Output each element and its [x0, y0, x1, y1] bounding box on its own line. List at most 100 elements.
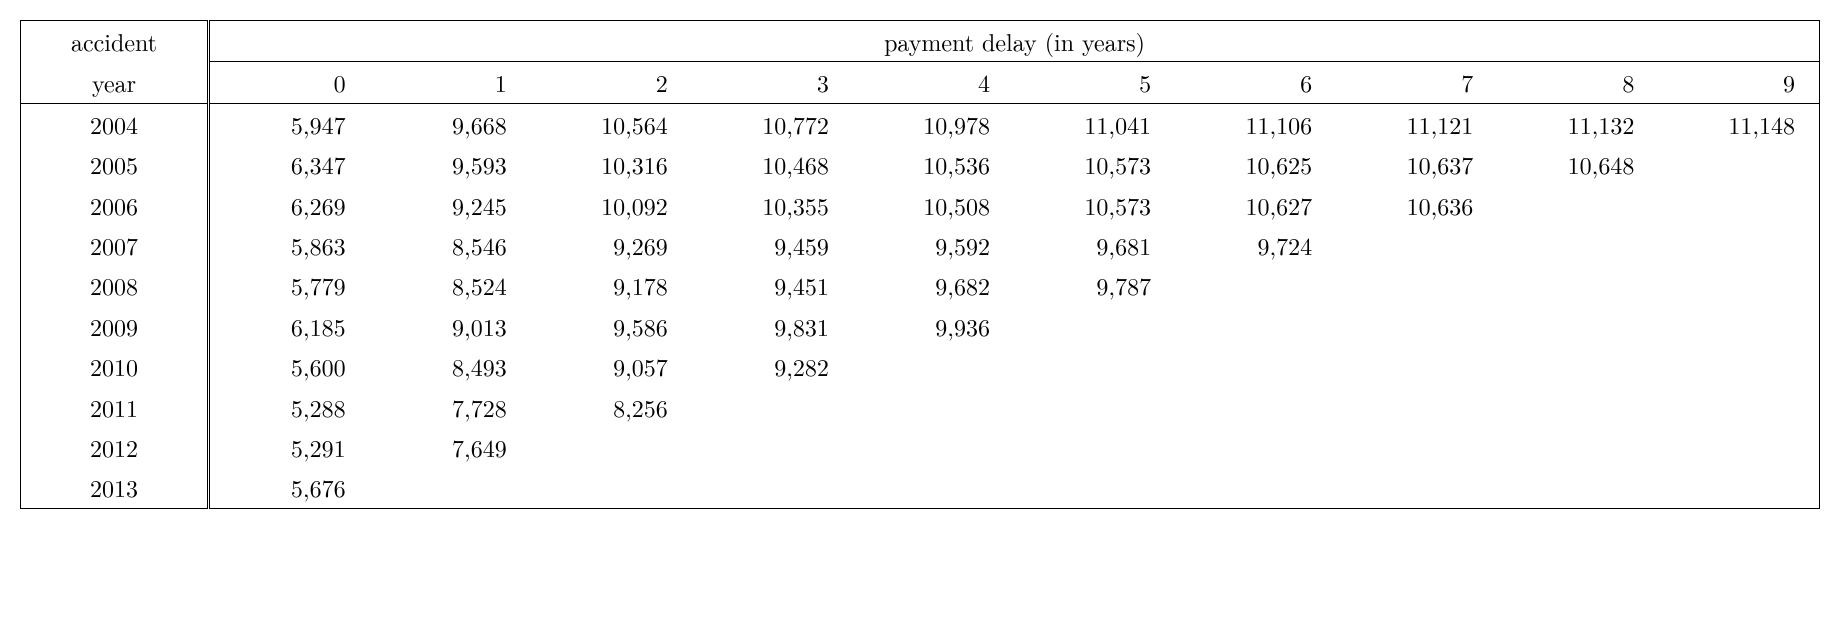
data-cell: 9,724	[1175, 225, 1336, 265]
data-cell	[1497, 427, 1658, 467]
data-cell	[1658, 225, 1819, 265]
data-cell: 10,637	[1336, 144, 1497, 184]
data-cell	[1658, 346, 1819, 386]
data-cell: 6,185	[209, 306, 370, 346]
data-cell	[1175, 265, 1336, 305]
data-cell	[1336, 306, 1497, 346]
data-cell: 5,288	[209, 387, 370, 427]
delay-col-6: 6	[1175, 62, 1336, 103]
data-cell: 10,636	[1336, 185, 1497, 225]
data-cell: 10,627	[1175, 185, 1336, 225]
data-cell	[1497, 346, 1658, 386]
data-cell: 10,468	[692, 144, 853, 184]
data-cell: 9,592	[853, 225, 1014, 265]
year-cell: 2012	[21, 427, 209, 467]
data-cell	[531, 427, 692, 467]
data-cell	[370, 467, 531, 508]
data-cell: 9,459	[692, 225, 853, 265]
data-cell	[1336, 265, 1497, 305]
data-cell	[1658, 306, 1819, 346]
data-cell: 8,256	[531, 387, 692, 427]
data-cell: 11,132	[1497, 103, 1658, 144]
data-cell: 8,546	[370, 225, 531, 265]
corner-header-year: year	[21, 62, 209, 103]
data-cell: 10,573	[1014, 185, 1175, 225]
table-row: 2004 5,947 9,668 10,564 10,772 10,978 11…	[21, 103, 1820, 144]
data-cell	[692, 467, 853, 508]
data-cell: 10,508	[853, 185, 1014, 225]
data-cell: 11,041	[1014, 103, 1175, 144]
data-cell	[1658, 185, 1819, 225]
table-row: 2005 6,347 9,593 10,316 10,468 10,536 10…	[21, 144, 1820, 184]
data-cell: 7,649	[370, 427, 531, 467]
table-row: 2013 5,676	[21, 467, 1820, 508]
data-cell: 9,013	[370, 306, 531, 346]
data-cell	[1497, 225, 1658, 265]
year-cell: 2009	[21, 306, 209, 346]
data-cell	[1497, 265, 1658, 305]
year-cell: 2006	[21, 185, 209, 225]
data-cell: 5,947	[209, 103, 370, 144]
data-cell	[1336, 346, 1497, 386]
data-cell: 10,564	[531, 103, 692, 144]
data-cell: 10,573	[1014, 144, 1175, 184]
data-cell	[853, 467, 1014, 508]
data-cell: 11,121	[1336, 103, 1497, 144]
data-cell: 6,269	[209, 185, 370, 225]
data-cell	[1175, 346, 1336, 386]
data-cell: 8,493	[370, 346, 531, 386]
data-cell	[1014, 306, 1175, 346]
data-cell: 9,586	[531, 306, 692, 346]
data-cell: 9,245	[370, 185, 531, 225]
data-cell: 5,291	[209, 427, 370, 467]
data-cell: 5,676	[209, 467, 370, 508]
data-cell: 10,978	[853, 103, 1014, 144]
data-cell: 11,148	[1658, 103, 1819, 144]
data-cell: 9,451	[692, 265, 853, 305]
data-cell: 10,536	[853, 144, 1014, 184]
data-cell: 9,936	[853, 306, 1014, 346]
data-cell: 9,282	[692, 346, 853, 386]
data-cell	[531, 467, 692, 508]
data-cell	[692, 427, 853, 467]
data-cell	[1336, 387, 1497, 427]
data-cell: 7,728	[370, 387, 531, 427]
data-cell	[1175, 387, 1336, 427]
data-cell	[853, 346, 1014, 386]
data-cell	[1014, 387, 1175, 427]
data-cell: 9,668	[370, 103, 531, 144]
data-cell	[1336, 225, 1497, 265]
data-cell	[1497, 185, 1658, 225]
data-cell: 9,178	[531, 265, 692, 305]
data-cell: 9,787	[1014, 265, 1175, 305]
year-cell: 2013	[21, 467, 209, 508]
data-cell	[692, 387, 853, 427]
header-row-1: accident payment delay (in years)	[21, 21, 1820, 62]
data-cell	[1014, 427, 1175, 467]
data-cell	[1497, 306, 1658, 346]
data-cell	[1014, 346, 1175, 386]
data-cell: 5,779	[209, 265, 370, 305]
data-cell: 9,593	[370, 144, 531, 184]
data-cell	[1175, 467, 1336, 508]
data-cell: 6,347	[209, 144, 370, 184]
table-row: 2006 6,269 9,245 10,092 10,355 10,508 10…	[21, 185, 1820, 225]
span-header-payment-delay: payment delay (in years)	[209, 21, 1820, 62]
table-row: 2012 5,291 7,649	[21, 427, 1820, 467]
year-cell: 2008	[21, 265, 209, 305]
data-cell: 8,524	[370, 265, 531, 305]
delay-col-9: 9	[1658, 62, 1819, 103]
delay-col-0: 0	[209, 62, 370, 103]
data-cell: 9,681	[1014, 225, 1175, 265]
data-cell: 9,682	[853, 265, 1014, 305]
data-cell	[853, 427, 1014, 467]
year-cell: 2011	[21, 387, 209, 427]
data-cell: 5,863	[209, 225, 370, 265]
data-cell: 10,648	[1497, 144, 1658, 184]
data-cell	[1658, 265, 1819, 305]
data-cell	[1175, 306, 1336, 346]
data-cell	[1336, 467, 1497, 508]
delay-col-2: 2	[531, 62, 692, 103]
corner-header-accident: accident	[21, 21, 209, 62]
table-row: 2011 5,288 7,728 8,256	[21, 387, 1820, 427]
